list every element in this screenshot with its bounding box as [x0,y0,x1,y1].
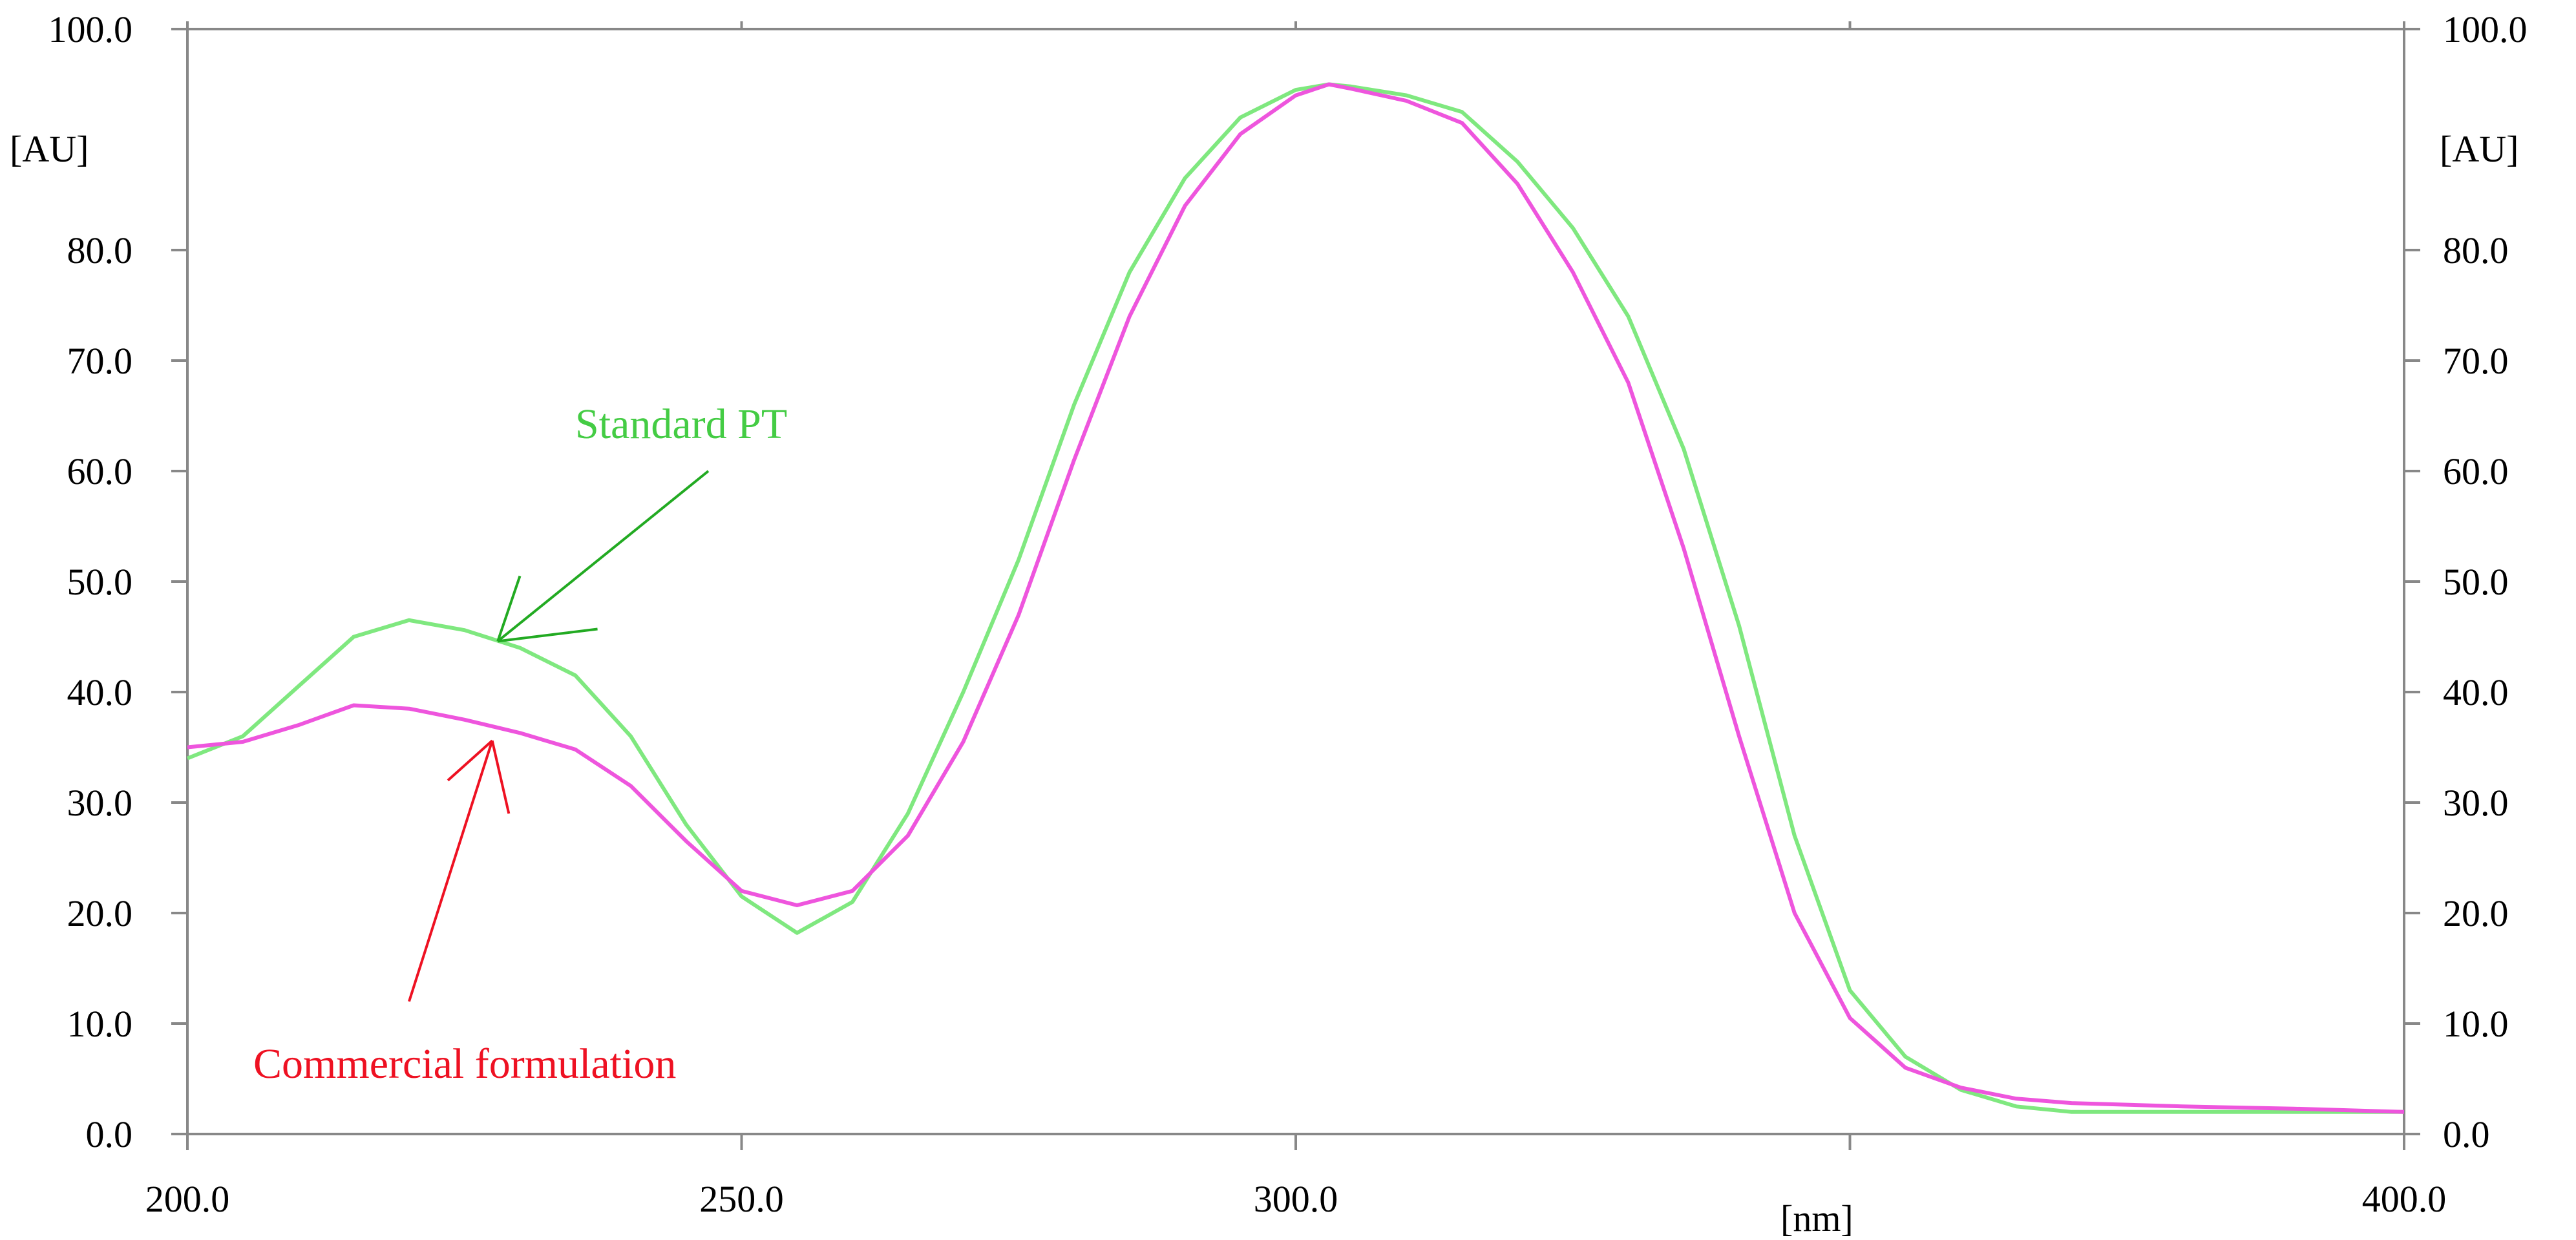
y-tick-label-right: 80.0 [2443,229,2509,271]
ticks-layer: 0.0 0.0 10.0 10.0 20.0 20.0 30.0 30.0 40.0 40.0 50… [48,8,2528,1220]
y-tick-label-right: 0.0 [2443,1113,2490,1155]
y-tick-label-right: 40.0 [2443,671,2509,713]
annotation-standard-pt: Standard PT [575,401,787,448]
y-tick-label-left: 0.0 [86,1113,133,1155]
annotation-commercial-formulation: Commercial formulation [253,1040,676,1088]
y-tick-label-left: 40.0 [67,671,133,713]
annotation-arrow-standard-pt-2 [497,627,598,643]
series-line-standard-pt [186,82,2404,1114]
series-line-commercial-formulation [187,82,2405,1114]
y-axis-label-right: [AU] [2440,128,2518,170]
y-tick-label-right: 70.0 [2443,340,2509,382]
annotation-arrow-standard-pt-0 [496,470,710,642]
y-tick-label-left: 30.0 [67,782,133,824]
y-tick-label-right: 60.0 [2443,450,2509,492]
y-tick-label-right: 20.0 [2443,892,2509,934]
y-tick-label-left: 50.0 [67,561,133,603]
y-tick-label-left: 10.0 [67,1003,133,1045]
y-tick-label-left: 70.0 [67,340,133,382]
annotation-layer [408,470,710,1002]
x-tick-label: 250.0 [699,1178,784,1220]
x-axis-label: [nm] [1780,1197,1853,1239]
x-tick-label: 400.0 [2362,1178,2447,1220]
y-axis-label-left: [AU] [10,128,89,170]
y-tick-label-right: 50.0 [2443,561,2509,603]
plot-frame [186,28,2405,1135]
y-tick-label-right: 100.0 [2443,8,2528,50]
y-tick-label-left: 20.0 [67,892,133,934]
y-tick-label-left: 80.0 [67,229,133,271]
y-tick-label-left: 60.0 [67,450,133,492]
annotation-arrow-commercial-1 [447,739,493,782]
annotation-arrow-commercial-0 [408,740,494,1002]
x-tick-label: 200.0 [145,1178,230,1220]
x-tick-label: 300.0 [1254,1178,1338,1220]
annotation-arrow-standard-pt-1 [496,575,522,642]
series-layer [186,82,2405,1114]
y-tick-label-right: 10.0 [2443,1003,2509,1045]
annotation-arrow-commercial-2 [491,740,511,814]
y-tick-label-right: 30.0 [2443,782,2509,824]
y-tick-label-left: 100.0 [48,8,133,50]
